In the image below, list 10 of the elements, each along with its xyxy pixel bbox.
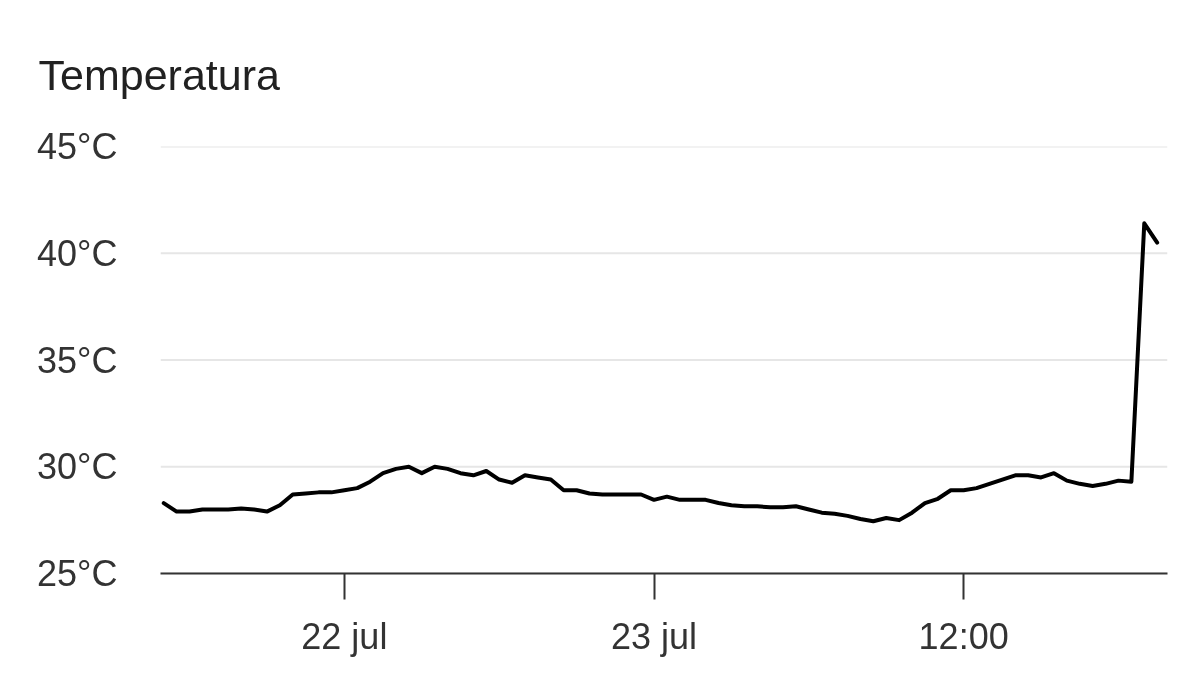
line-series xyxy=(161,221,1160,524)
y-tick-label: 45°C xyxy=(37,126,118,167)
chart-title: Temperatura xyxy=(38,50,280,99)
y-tick-label: 25°C xyxy=(37,553,118,594)
x-tick-label: 22 jul xyxy=(301,615,388,657)
y-tick-label: 30°C xyxy=(37,446,118,488)
x-tick-label: 12:00 xyxy=(918,615,1009,657)
y-tick-label: 35°C xyxy=(37,339,118,381)
x-tick-label: 23 jul xyxy=(610,615,698,657)
y-tick-label: 40°C xyxy=(37,232,118,274)
